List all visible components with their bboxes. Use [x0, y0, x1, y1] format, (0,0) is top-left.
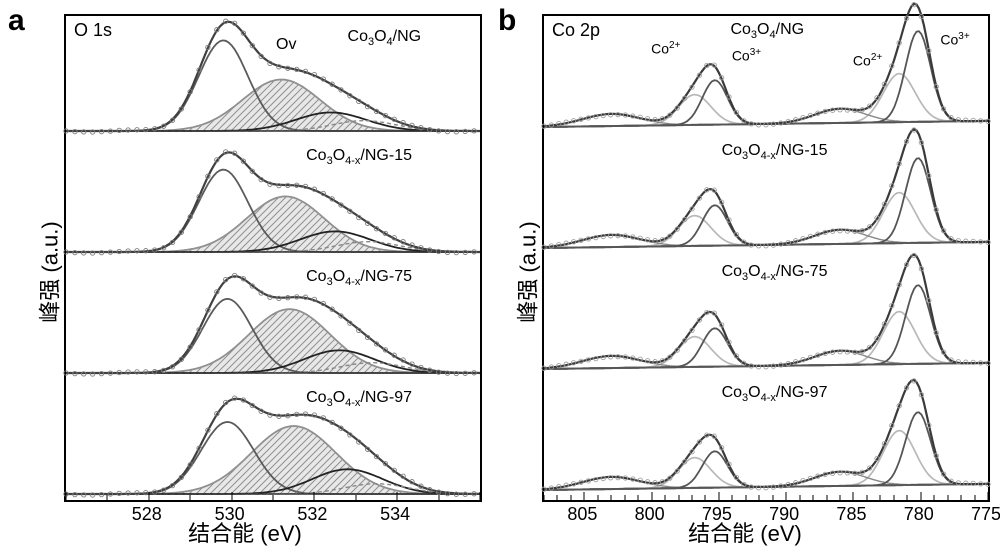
plot-box-b: Co 2p Co2+Co3+Co2+Co3+ Co3O4/NG Co3O4-x/… — [542, 14, 990, 502]
xtick-b-805: 805 — [567, 504, 597, 525]
xtick-b-800: 800 — [635, 504, 665, 525]
panel-b: b 峰强 (a.u.) 结合能 (eV) Co 2p Co2+Co3+Co2+C… — [490, 0, 1000, 554]
subplot-label-b-1: Co3O4-x/NG-15 — [722, 142, 828, 162]
subplot-b-2: Co3O4-x/NG-75 — [544, 258, 988, 379]
subplot-b-0: Co3O4/NG — [544, 16, 988, 137]
subplot-a-0: Co3O4/NG — [66, 16, 480, 137]
xtick-a-530: 530 — [215, 504, 245, 525]
plot-box-a: O 1s Ov Co3O4/NG — [64, 14, 482, 502]
panel-a: a 峰强 (a.u.) 结合能 (eV) O 1s Ov Co3O4/NG — [0, 0, 490, 554]
subplot-b-1: Co3O4-x/NG-15 — [544, 137, 988, 258]
subplot-label-a-1: Co3O4-x/NG-15 — [306, 147, 412, 167]
xtick-container-a: 528 530 532 534 — [64, 504, 478, 524]
panel-letter-a: a — [8, 4, 25, 38]
yaxis-label-b: 峰强 (a.u.) — [511, 221, 543, 322]
xtick-a-532: 532 — [297, 504, 327, 525]
subplot-a-2: Co3O4-x/NG-75 — [66, 258, 480, 379]
xtick-b-775: 775 — [971, 504, 1000, 525]
subplot-a-3: Co3O4-x/NG-97 — [66, 379, 480, 500]
subplot-label-b-3: Co3O4-x/NG-97 — [722, 384, 828, 404]
xtick-b-780: 780 — [904, 504, 934, 525]
figure-root: a 峰强 (a.u.) 结合能 (eV) O 1s Ov Co3O4/NG — [0, 0, 1000, 554]
xtick-a-534: 534 — [380, 504, 410, 525]
subplot-label-a-0: Co3O4/NG — [348, 28, 422, 48]
subplot-label-a-2: Co3O4-x/NG-75 — [306, 268, 412, 288]
subplot-a-1: Co3O4-x/NG-15 — [66, 137, 480, 258]
subplot-label-a-3: Co3O4-x/NG-97 — [306, 389, 412, 409]
xtick-b-790: 790 — [769, 504, 799, 525]
panel-letter-b: b — [498, 4, 516, 38]
subplot-b-3: Co3O4-x/NG-97 — [544, 379, 988, 500]
yaxis-label-a: 峰强 (a.u.) — [33, 221, 65, 322]
xtick-container-b: 805800795790785780775 — [542, 504, 986, 524]
xtick-b-785: 785 — [836, 504, 866, 525]
subplot-label-b-0: Co3O4/NG — [730, 21, 804, 41]
xtick-b-795: 795 — [702, 504, 732, 525]
subplot-label-b-2: Co3O4-x/NG-75 — [722, 263, 828, 283]
xtick-a-528: 528 — [132, 504, 162, 525]
